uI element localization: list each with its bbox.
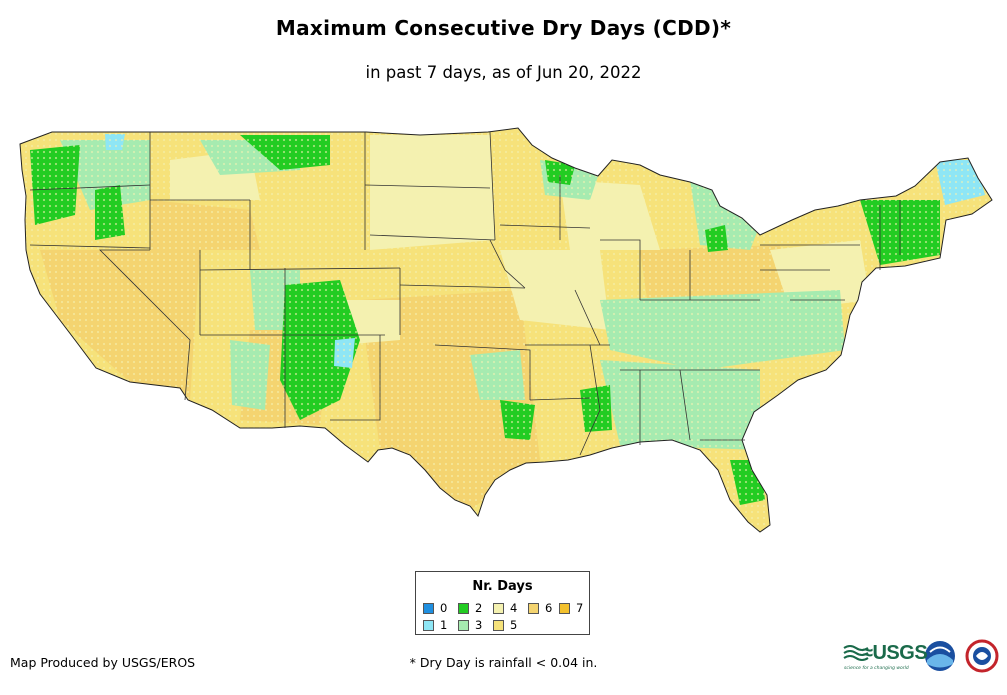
map-credit: Map Produced by USGS/EROS	[10, 655, 196, 670]
usgs-tagline: science for a changing world	[844, 666, 909, 671]
legend-item-7: 7	[559, 602, 583, 614]
legend-item-6: 6	[528, 602, 552, 614]
legend-item-1: 1	[423, 619, 447, 631]
legend-item-4: 4	[493, 602, 517, 614]
legend-title: Nr. Days	[472, 579, 533, 594]
legend-swatch	[423, 620, 434, 631]
usgs-logo: ≈USGS	[862, 642, 928, 664]
legend-swatch	[528, 603, 539, 614]
legend-swatch	[493, 603, 504, 614]
legend-swatch	[423, 603, 434, 614]
agency-logos: ≈USGS science for a changing world	[842, 638, 1002, 682]
map-title: Maximum Consecutive Dry Days (CDD)*	[275, 16, 732, 40]
legend-swatch	[458, 620, 469, 631]
legend-item-0: 0	[423, 602, 447, 614]
legend-swatch	[559, 603, 570, 614]
legend-item-2: 2	[458, 602, 482, 614]
noaa-logo-icon	[925, 641, 955, 671]
legend-swatch	[493, 620, 504, 631]
map-subtitle: in past 7 days, as of Jun 20, 2022	[365, 63, 642, 82]
legend-item-5: 5	[493, 619, 517, 631]
dry-day-footnote: * Dry Day is rainfall < 0.04 in.	[409, 655, 598, 670]
nws-logo-icon	[965, 639, 999, 673]
legend-swatch	[458, 603, 469, 614]
legend-item-3: 3	[458, 619, 482, 631]
usgs-logo-icon	[843, 645, 869, 661]
legend: Nr. Days 0 1 2 3 4 5 6 7	[415, 571, 590, 635]
